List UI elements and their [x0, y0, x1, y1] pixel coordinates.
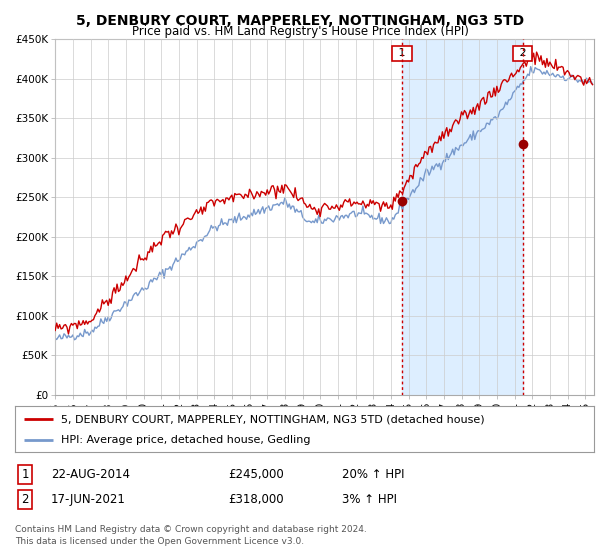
- Text: 22-AUG-2014: 22-AUG-2014: [51, 468, 130, 481]
- Text: 2: 2: [22, 493, 29, 506]
- Text: Contains HM Land Registry data © Crown copyright and database right 2024.
This d: Contains HM Land Registry data © Crown c…: [15, 525, 367, 546]
- Text: Price paid vs. HM Land Registry's House Price Index (HPI): Price paid vs. HM Land Registry's House …: [131, 25, 469, 38]
- Bar: [402, 39, 523, 395]
- Text: 5, DENBURY COURT, MAPPERLEY, NOTTINGHAM, NG3 5TD (detached house): 5, DENBURY COURT, MAPPERLEY, NOTTINGHAM,…: [61, 414, 485, 424]
- Text: 1: 1: [395, 48, 409, 58]
- Text: HPI: Average price, detached house, Gedling: HPI: Average price, detached house, Gedl…: [61, 435, 311, 445]
- Text: 20% ↑ HPI: 20% ↑ HPI: [342, 468, 404, 481]
- Text: 2: 2: [515, 48, 530, 58]
- Text: 1: 1: [22, 468, 29, 481]
- Text: 17-JUN-2021: 17-JUN-2021: [51, 493, 126, 506]
- Text: £245,000: £245,000: [228, 468, 284, 481]
- Text: £318,000: £318,000: [228, 493, 284, 506]
- Text: 5, DENBURY COURT, MAPPERLEY, NOTTINGHAM, NG3 5TD: 5, DENBURY COURT, MAPPERLEY, NOTTINGHAM,…: [76, 14, 524, 28]
- Text: 3% ↑ HPI: 3% ↑ HPI: [342, 493, 397, 506]
